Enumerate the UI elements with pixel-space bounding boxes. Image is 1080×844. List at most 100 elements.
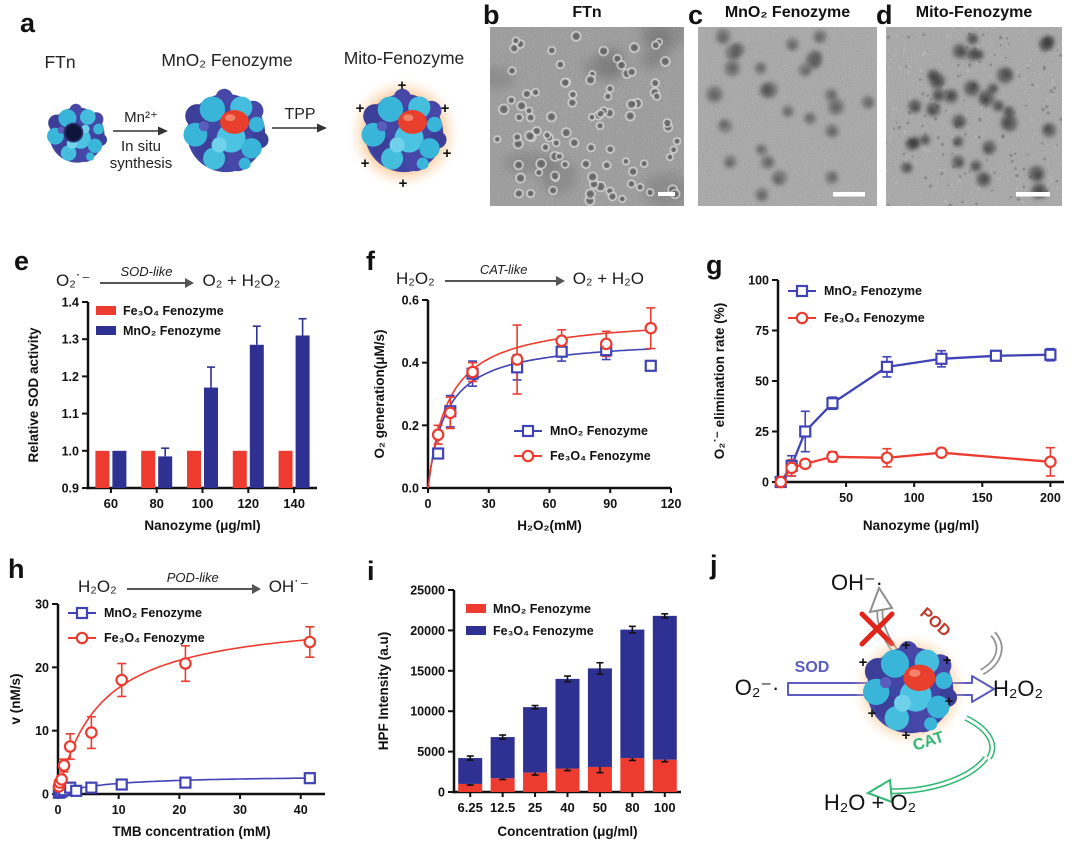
svg-text:30: 30 <box>233 803 247 817</box>
svg-text:MnO₂ Fenozyme: MnO₂ Fenozyme <box>824 284 922 298</box>
reaction-arrow: CAT-like <box>444 262 565 286</box>
svg-text:200: 200 <box>1040 491 1061 505</box>
svg-text:40: 40 <box>294 803 308 817</box>
tem-title-mito-fenozyme: Mito-Fenozyme <box>915 4 1033 21</box>
svg-text:1.3: 1.3 <box>62 333 79 347</box>
tem-image-mno2-fenozyme <box>698 27 877 206</box>
panel-letter-g: g <box>706 250 723 280</box>
svg-text:30: 30 <box>482 497 496 511</box>
svg-text:10000: 10000 <box>410 705 445 719</box>
panel-letter-b: b <box>483 0 500 30</box>
pod-arrow-head <box>868 585 894 614</box>
chart-hpf-intensity: 0 5000 10000 15000 20000 25000 Concentration (… <box>376 584 681 839</box>
arrow-2-head <box>317 123 327 133</box>
mno2-fenozyme-label: MnO₂ Fenozyme <box>161 50 292 70</box>
svg-text:MnO₂ Fenozyme: MnO₂ Fenozyme <box>493 602 591 616</box>
sod-label: SOD <box>795 659 830 676</box>
svg-text:100: 100 <box>654 800 676 815</box>
tem-image-ftn <box>490 27 684 206</box>
svg-text:75: 75 <box>755 324 769 338</box>
oh-radical-label: OH⁻· <box>831 570 883 595</box>
svg-text:15000: 15000 <box>410 664 445 678</box>
svg-text:90: 90 <box>603 497 617 511</box>
svg-text:25: 25 <box>528 800 542 815</box>
plus-charge: + <box>441 100 450 117</box>
svg-text:25000: 25000 <box>410 584 445 598</box>
svg-text:100: 100 <box>748 274 769 288</box>
svg-text:12.5: 12.5 <box>490 800 515 815</box>
panel-letter-i: i <box>367 556 375 586</box>
svg-text:1.2: 1.2 <box>62 370 79 384</box>
svg-text:60: 60 <box>104 496 118 511</box>
reaction-product: O₂ + H₂O <box>572 269 644 288</box>
plus-charge: + <box>399 175 408 192</box>
tpp-label: TPP <box>284 106 315 123</box>
panel-a-schematic: FTn MnO₂ Fenozyme Mito-Fenozyme Mn²⁺ In … <box>44 48 464 192</box>
reaction-sod: O₂˙⁻ SOD-like O₂ + H₂O₂ <box>56 260 280 292</box>
tem-title-ftn: FTn <box>572 4 602 21</box>
panel-j-mechanism: + + + + + + OH⁻· O₂⁻· H₂O₂ H₂O + O₂ SOD … <box>735 570 1043 815</box>
svg-text:MnO₂ Fenozyme: MnO₂ Fenozyme <box>550 424 648 438</box>
svg-text:10: 10 <box>35 724 49 738</box>
plus-charge: + <box>902 637 911 654</box>
h2o2-label: H₂O₂ <box>993 676 1043 701</box>
tem-image-mito-fenozyme <box>886 27 1062 206</box>
panel-letter-j: j <box>710 550 718 580</box>
chart-o2-generation: 0.0 0.2 0.4 0.6 H₂O₂(mM) O₂ generation(μM/s) 0… <box>372 294 681 534</box>
svg-text:50: 50 <box>593 800 607 815</box>
svg-text:0.2: 0.2 <box>402 419 419 433</box>
svg-text:20000: 20000 <box>410 624 445 638</box>
chart-sod-activity: 0.9 1.0 1.1 1.2 1.3 1.4 Nanozyme (μg/ml) Relati… <box>26 296 317 533</box>
svg-text:0.6: 0.6 <box>402 294 419 308</box>
reaction-substrate: O₂˙⁻ <box>56 271 91 290</box>
insitu-label-2: synthesis <box>110 155 173 172</box>
svg-text:20: 20 <box>172 803 186 817</box>
reaction-product: O₂ + H₂O₂ <box>202 271 281 290</box>
svg-text:0: 0 <box>55 803 62 817</box>
ftn-particle <box>47 104 107 163</box>
panel-letter-c: c <box>688 0 704 30</box>
plus-charge: + <box>443 145 452 162</box>
svg-text:50: 50 <box>839 491 853 505</box>
cat-arrow-down-core <box>883 757 988 793</box>
svg-text:6.25: 6.25 <box>458 800 483 815</box>
svg-text:60: 60 <box>543 497 557 511</box>
plus-charge: + <box>356 100 365 117</box>
svg-text:100: 100 <box>192 496 214 511</box>
svg-text:50: 50 <box>755 375 769 389</box>
svg-text:80: 80 <box>149 496 163 511</box>
svg-text:40: 40 <box>560 800 574 815</box>
svg-text:MnO₂ Fenozyme: MnO₂ Fenozyme <box>104 606 202 620</box>
panel-letter-f: f <box>366 246 375 276</box>
reaction-enzyme: SOD-like <box>120 264 173 279</box>
h2o-o2-label: H₂O + O₂ <box>824 790 916 815</box>
svg-text:5000: 5000 <box>417 745 445 759</box>
svg-text:120: 120 <box>237 496 259 511</box>
svg-text:MnO₂ Fenozyme: MnO₂ Fenozyme <box>123 324 221 338</box>
plus-charge: + <box>945 693 954 710</box>
svg-text:Fe₃O₄ Fenozyme: Fe₃O₄ Fenozyme <box>123 304 224 318</box>
panel-letter-a: a <box>20 8 36 38</box>
panel-letter-d: d <box>876 0 893 30</box>
svg-text:TMB concentration (mM): TMB concentration (mM) <box>112 824 270 839</box>
svg-text:100: 100 <box>904 491 925 505</box>
svg-text:O₂˙⁻ elimination rate (%): O₂˙⁻ elimination rate (%) <box>712 303 727 459</box>
pod-arrow-right-core <box>981 632 1001 674</box>
mno2-particle <box>184 89 269 172</box>
reaction-substrate: H₂O₂ <box>396 269 435 288</box>
svg-text:0.0: 0.0 <box>402 482 419 496</box>
svg-text:0: 0 <box>438 786 445 800</box>
svg-text:150: 150 <box>972 491 993 505</box>
svg-text:0: 0 <box>425 497 432 511</box>
svg-text:Concentration (μg/ml): Concentration (μg/ml) <box>497 824 637 839</box>
reaction-arrow: POD-like <box>126 570 261 594</box>
svg-text:Fe₃O₄ Fenozyme: Fe₃O₄ Fenozyme <box>104 631 205 645</box>
plus-charge: + <box>943 652 952 669</box>
reaction-substrate: H₂O₂ <box>78 577 117 596</box>
svg-text:Nanozyme (μg/ml): Nanozyme (μg/ml) <box>863 518 979 533</box>
svg-text:80: 80 <box>625 800 639 815</box>
plus-charge: + <box>902 727 911 744</box>
reaction-arrow: SOD-like <box>100 264 195 288</box>
plus-charge: + <box>859 654 868 671</box>
